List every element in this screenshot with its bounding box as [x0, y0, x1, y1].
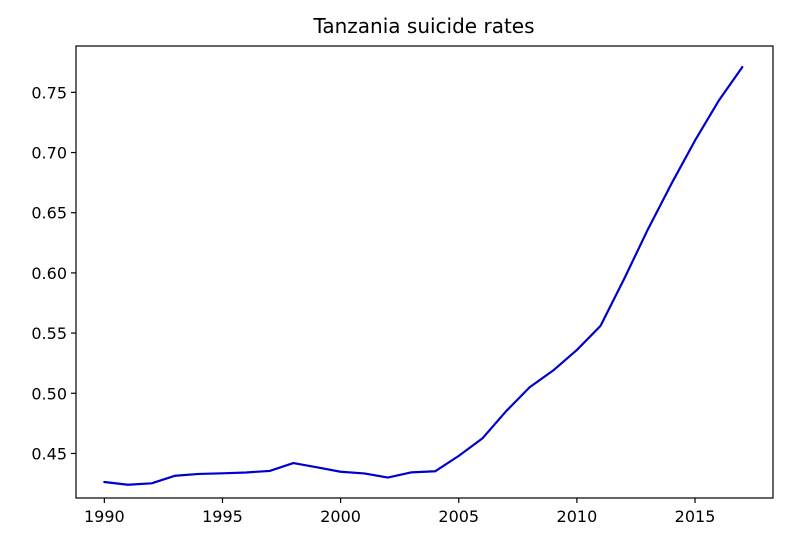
axes: 1990 1995 2000 2005 2010 2015 0.45 0.50 0.55 0.60… [31, 45, 774, 526]
x-tick-label: 2000 [320, 507, 361, 526]
x-tick-label: 1995 [202, 507, 243, 526]
series-line [103, 65, 744, 486]
y-tick-label: 0.65 [31, 204, 67, 223]
x-tick-label: 2005 [438, 507, 479, 526]
y-tick-label: 0.55 [31, 324, 67, 343]
x-tick-label: 2015 [675, 507, 716, 526]
y-tick-label: 0.45 [31, 444, 67, 463]
y-tick-label: 0.50 [31, 384, 67, 403]
y-tick-label: 0.70 [31, 144, 67, 163]
chart-title: Tanzania suicide rates [312, 14, 534, 38]
y-tick-label: 0.75 [31, 83, 67, 102]
x-tick-label: 2010 [557, 507, 598, 526]
plot-area [103, 65, 744, 486]
x-tick-label: 1990 [84, 507, 125, 526]
plot-frame [75, 45, 774, 499]
y-tick-label: 0.60 [31, 264, 67, 283]
